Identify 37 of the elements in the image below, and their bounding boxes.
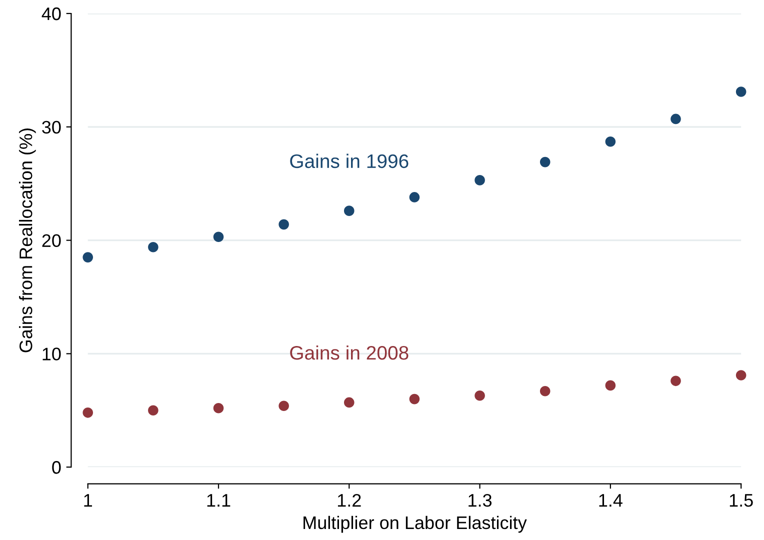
x-tick-label: 1.1 <box>207 494 230 507</box>
x-axis-title: Multiplier on Labor Elasticity <box>304 516 527 533</box>
point <box>213 232 224 242</box>
point <box>278 219 289 230</box>
point <box>148 242 158 252</box>
x-tick-label: 1 <box>84 494 92 507</box>
point <box>278 400 289 412</box>
point <box>409 394 420 404</box>
x-tick-label: 1.2 <box>338 494 361 507</box>
point <box>82 408 94 418</box>
point <box>213 402 224 414</box>
y-tick-label: 0 <box>52 461 61 474</box>
x-tick-label: 1.5 <box>730 494 753 507</box>
point <box>670 114 681 124</box>
point <box>409 192 420 202</box>
point <box>148 405 158 416</box>
point <box>605 136 616 147</box>
point <box>344 206 354 216</box>
y-tick-label: 20 <box>42 234 61 248</box>
x-tick-label: 1.4 <box>599 494 622 507</box>
point <box>670 376 681 386</box>
x-tick-label: 1.3 <box>468 494 492 507</box>
y-axis-title: Gains from Reallocation (%) <box>19 128 36 352</box>
y-tick-label: 40 <box>42 7 61 20</box>
series-label: Gains in 1996 <box>290 154 408 168</box>
point <box>605 380 616 391</box>
point <box>736 370 746 380</box>
point <box>474 390 485 401</box>
series-label: Gains in 2008 <box>290 345 408 360</box>
point <box>540 386 550 396</box>
point <box>474 175 485 186</box>
point <box>82 252 94 262</box>
point <box>736 86 746 97</box>
point <box>540 156 550 168</box>
point <box>344 397 354 408</box>
y-tick-label: 30 <box>42 120 61 134</box>
y-tick-label: 10 <box>42 348 61 360</box>
